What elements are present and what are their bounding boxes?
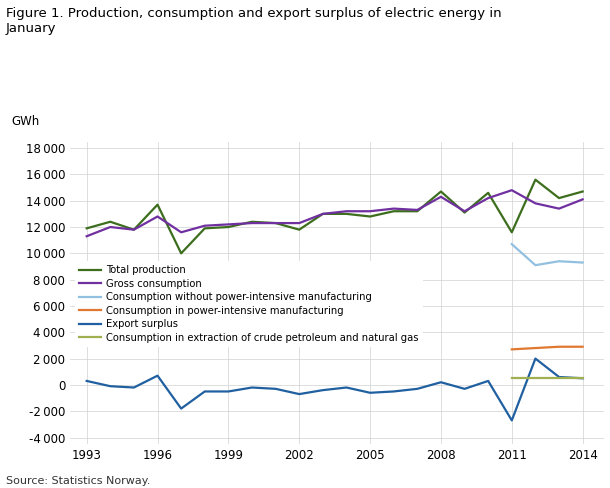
Text: GWh: GWh bbox=[12, 115, 40, 128]
Text: Figure 1. Production, consumption and export surplus of electric energy in
Janua: Figure 1. Production, consumption and ex… bbox=[6, 7, 501, 35]
Legend: Total production, Gross consumption, Consumption without power-intensive manufac: Total production, Gross consumption, Con… bbox=[75, 262, 423, 347]
Text: Source: Statistics Norway.: Source: Statistics Norway. bbox=[6, 476, 151, 486]
